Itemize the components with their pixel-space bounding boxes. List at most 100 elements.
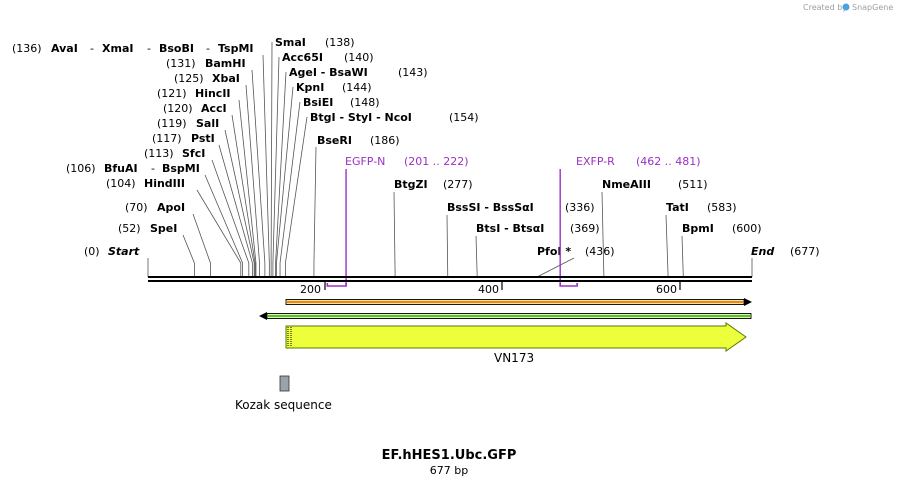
- end-label: End: [751, 245, 774, 258]
- enzyme-xbai[interactable]: XbaI: [212, 72, 240, 85]
- leader-down-1: [446, 214, 449, 278]
- leader-right-0: [270, 41, 273, 277]
- leader-down-5: [665, 214, 669, 278]
- primer-egfp-n-range: (201 .. 222): [404, 155, 469, 168]
- start-label: Start: [108, 245, 140, 258]
- enzyme-pos-119: (119): [157, 117, 187, 130]
- primer-0-binding[interactable]: [326, 283, 347, 287]
- leader-left-7: [211, 159, 250, 277]
- enzyme-bsiei[interactable]: BsiEI: [303, 96, 333, 109]
- enzyme-bseri[interactable]: BseRI: [317, 134, 352, 147]
- leader-down-2: [475, 235, 478, 278]
- enzyme-pos-277: (277): [443, 178, 473, 191]
- orange-bar-arrowhead: [744, 298, 752, 306]
- enzyme-pos-144: (144): [342, 81, 372, 94]
- enzyme-btgi-styi-ncoi[interactable]: BtgI - StyI - NcoI: [310, 111, 412, 124]
- enzyme-nmeaiii[interactable]: NmeAIII: [602, 178, 651, 191]
- leader-right-4: [279, 101, 301, 277]
- leader-left-2: [245, 84, 260, 277]
- leader-left-4: [231, 114, 256, 277]
- enzyme-pos-148: (148): [350, 96, 380, 109]
- primer-egfp-n-label[interactable]: EGFP-N: [345, 155, 385, 168]
- enzyme-pos-125: (125): [174, 72, 204, 85]
- ruler-label-600: 600: [656, 283, 677, 296]
- enzyme-pos-131: (131): [166, 57, 196, 70]
- leader-left-1: [251, 69, 266, 277]
- leader-left-6: [218, 144, 253, 277]
- enzyme-pos-140: (140): [344, 51, 374, 64]
- kozak-feature[interactable]: [279, 375, 290, 392]
- leader-left-11: [182, 234, 195, 277]
- green-feature-bar[interactable]: [259, 312, 752, 320]
- enzyme-bpmi[interactable]: BpmI: [682, 222, 714, 235]
- enzyme-cluster-left: (136) AvaI - XmaI - BsoBI - TspMI (131) …: [12, 42, 254, 235]
- leader-left-0: [262, 54, 270, 277]
- enzyme-kpni[interactable]: KpnI: [296, 81, 324, 94]
- leader-right-6: [313, 146, 317, 277]
- enzyme-bsssi[interactable]: BssSI - BssSαI: [447, 201, 534, 214]
- enzyme-spei[interactable]: SpeI: [150, 222, 177, 235]
- enzyme-pos-70: (70): [125, 201, 148, 214]
- enzyme-acci[interactable]: AccI: [201, 102, 227, 115]
- snapgene-logo-icon: [842, 3, 850, 11]
- enzyme-pos-113: (113): [144, 147, 174, 160]
- enzyme-sfci[interactable]: SfcI: [182, 147, 205, 160]
- svg-text:-: -: [147, 42, 151, 55]
- primer-markers: [326, 169, 578, 287]
- enzyme-bspmi[interactable]: BspMI: [162, 162, 200, 175]
- leader-right-1: [272, 56, 280, 277]
- enzyme-psti[interactable]: PstI: [191, 132, 215, 145]
- enzyme-downstream: BtgZI (277) BssSI - BssSαI (336) BtsI - …: [394, 178, 762, 258]
- dna-backbone: [148, 276, 752, 282]
- leader-left-3: [238, 99, 257, 277]
- enzyme-pos-154: (154): [449, 111, 479, 124]
- enzyme-pos-143: (143): [398, 66, 428, 79]
- enzyme-apoi[interactable]: ApoI: [157, 201, 185, 214]
- enzyme-pos-583: (583): [707, 201, 737, 214]
- enzyme-sali[interactable]: SalI: [196, 117, 219, 130]
- vn173-arrow: [285, 322, 747, 352]
- enzyme-hindiii[interactable]: HindIII: [144, 177, 185, 190]
- orange-feature-bar[interactable]: [285, 298, 752, 306]
- feature-vn173[interactable]: [285, 322, 747, 352]
- enzyme-pfoi[interactable]: PfoI *: [537, 245, 571, 258]
- enzyme-tati[interactable]: TatI: [666, 201, 689, 214]
- enzyme-hincii[interactable]: HincII: [195, 87, 231, 100]
- green-bar-arrowhead: [259, 312, 267, 320]
- enzyme-pos-104: (104): [106, 177, 136, 190]
- enzyme-ava1[interactable]: AvaI: [51, 42, 78, 55]
- enzyme-btsi[interactable]: BtsI - BtsαI: [476, 222, 544, 235]
- leader-left-9: [196, 189, 242, 277]
- enzyme-tspmi[interactable]: TspMI: [218, 42, 254, 55]
- green-bar-fill: [268, 315, 750, 317]
- enzyme-pos-369: (369): [570, 222, 600, 235]
- leader-right-2: [275, 71, 287, 277]
- enzyme-pos-511: (511): [678, 178, 708, 191]
- enzyme-pos-52: (52): [118, 222, 141, 235]
- ruler: 200 400 600: [300, 282, 681, 296]
- enzyme-btgzi[interactable]: BtgZI: [394, 178, 428, 191]
- end-pos: (677): [790, 245, 820, 258]
- primer-1-binding[interactable]: [559, 283, 578, 287]
- ruler-label-400: 400: [478, 283, 499, 296]
- enzyme-xma1[interactable]: XmaI: [102, 42, 133, 55]
- enzyme-bamhi[interactable]: BamHI: [205, 57, 246, 70]
- enzyme-acc65i[interactable]: Acc65I: [282, 51, 323, 64]
- leader-down-6: [681, 235, 684, 278]
- vn173-label: VN173: [494, 351, 534, 365]
- enzyme-bsobi[interactable]: BsoBI: [159, 42, 194, 55]
- sequence-title: EF.hHES1.Ubc.GFP: [382, 448, 517, 463]
- start-pos: (0): [84, 245, 100, 258]
- enzyme-pos-136: (136): [12, 42, 42, 55]
- enzyme-smai[interactable]: SmaI: [275, 36, 306, 49]
- enzyme-agei-bsawi[interactable]: AgeI - BsaWI: [289, 66, 368, 79]
- enzyme-pos-436: (436): [585, 245, 615, 258]
- svg-text:-: -: [151, 162, 155, 175]
- leader-lines: [147, 41, 753, 278]
- enzyme-bfuai[interactable]: BfuAI: [104, 162, 138, 175]
- primer-exfp-r-label[interactable]: EXFP-R: [576, 155, 615, 168]
- leader-down-0: [393, 191, 396, 278]
- enzyme-cluster-right: SmaI (138) Acc65I (140) AgeI - BsaWI (14…: [275, 36, 479, 147]
- leader-left-8: [204, 174, 243, 277]
